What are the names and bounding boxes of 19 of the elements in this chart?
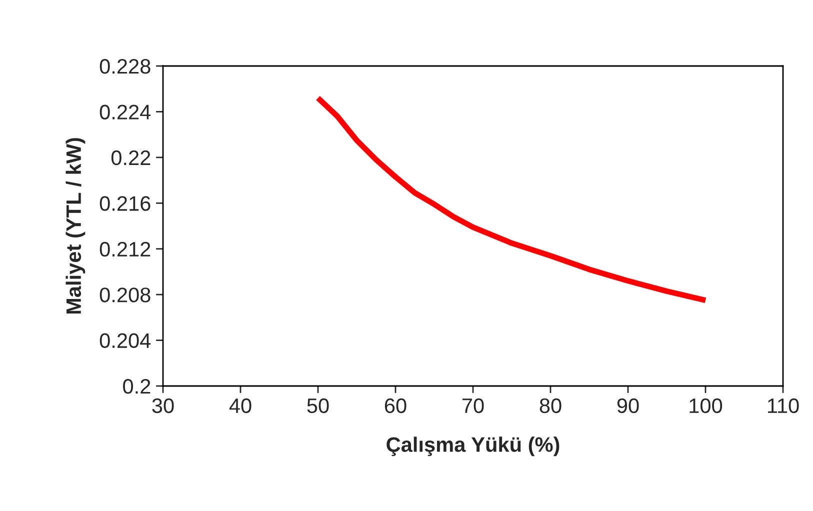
y-tick-label: 0.228 <box>100 59 150 74</box>
x-tick-label: 70 <box>462 398 484 414</box>
x-axis-title: Çalışma Yükü (%) <box>386 436 560 456</box>
x-tick-label: 90 <box>617 398 639 414</box>
y-tick-label: 0.2 <box>123 379 150 394</box>
y-axis-title: Maliyet (YTL / kW) <box>66 138 86 314</box>
y-tick-label: 0.204 <box>100 333 151 348</box>
x-tick-label: 80 <box>540 398 562 414</box>
x-tick-label: 40 <box>229 398 252 414</box>
y-tick-label: 0.208 <box>100 288 150 302</box>
x-tick-label: 110 <box>768 398 799 414</box>
y-tick-label: 0.212 <box>100 242 150 257</box>
y-tick-label: 0.224 <box>100 104 151 120</box>
x-tick-label: 50 <box>307 398 329 414</box>
x-tick-label: 100 <box>690 398 722 414</box>
y-tick-label: 0.22 <box>111 150 150 166</box>
x-tick-label: 60 <box>384 398 406 414</box>
y-tick-label: 0.216 <box>100 196 150 211</box>
x-tick-label: 30 <box>152 398 174 414</box>
